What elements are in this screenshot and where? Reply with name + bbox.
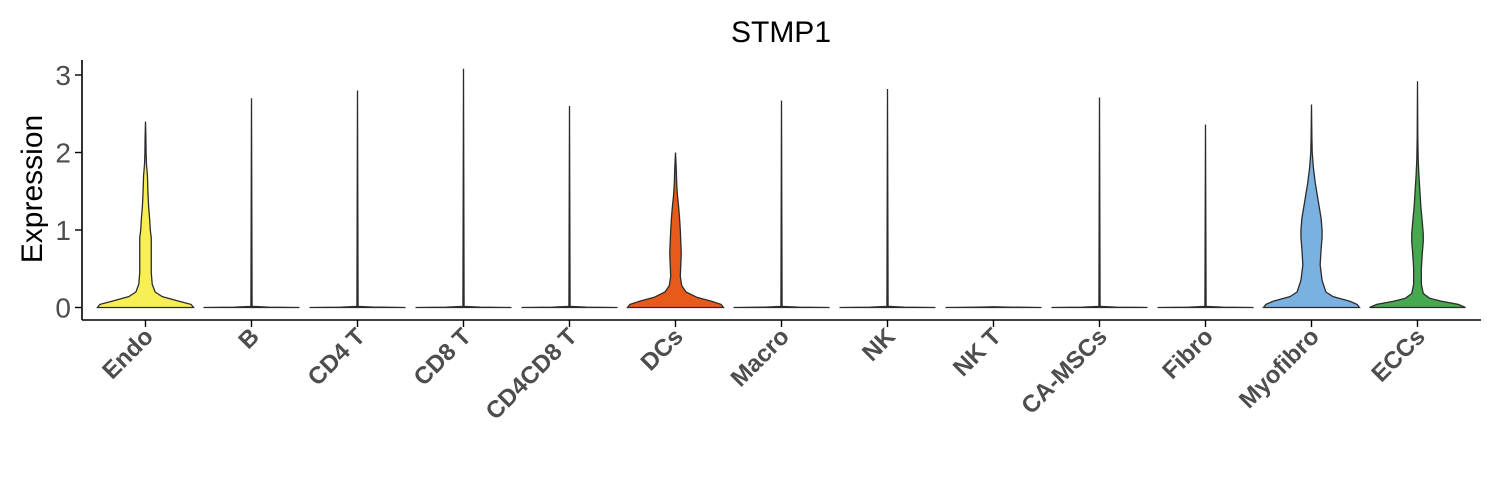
violins-layer	[96, 68, 1466, 309]
violin-cd4-t	[309, 90, 406, 309]
x-tick-label: Macro	[726, 323, 795, 392]
y-tick-label: 2	[55, 138, 71, 169]
x-tick-label: ECCs	[1366, 323, 1430, 387]
violin-fibro	[1157, 124, 1254, 309]
violin-ca-mscs	[1051, 97, 1148, 309]
x-tick-label: CD4CD8 T	[481, 323, 583, 425]
violin-macro	[733, 100, 830, 309]
violin-cd8-t	[415, 68, 512, 309]
violin-myofibro	[1262, 104, 1361, 309]
x-tick-label: Myofibro	[1234, 323, 1325, 414]
x-tick-label: NK	[857, 323, 901, 367]
x-tick-label: B	[233, 323, 264, 354]
violin-endo	[96, 121, 195, 309]
x-tick-label: CD8 T	[409, 323, 477, 391]
y-tick-label: 0	[55, 293, 71, 324]
y-tick-label: 3	[55, 60, 71, 91]
y-axis-label: Expression	[16, 115, 49, 263]
x-tick-label: DCs	[636, 323, 689, 376]
violin-cd4cd8-t	[521, 105, 618, 309]
x-tick-label: CA-MSCs	[1016, 323, 1112, 419]
y-tick-label: 1	[55, 215, 71, 246]
x-tick-label: CD4 T	[303, 323, 371, 391]
x-tick-label: Endo	[97, 323, 159, 385]
x-tick-label: NK T	[948, 323, 1007, 382]
violin-b	[203, 98, 300, 309]
x-ticks: Endo B CD4 T CD8 T CD4CD8 T DCs Macro NK NK T CA-…	[97, 320, 1431, 425]
violin-eccs	[1369, 81, 1466, 309]
chart-title: STMP1	[731, 16, 831, 49]
violin-nk	[839, 88, 936, 309]
violin-nk-t	[945, 306, 1042, 309]
violin-dcs	[626, 152, 725, 309]
x-tick-label: Fibro	[1157, 323, 1219, 385]
y-ticks: 0 1 2 3	[55, 60, 82, 324]
